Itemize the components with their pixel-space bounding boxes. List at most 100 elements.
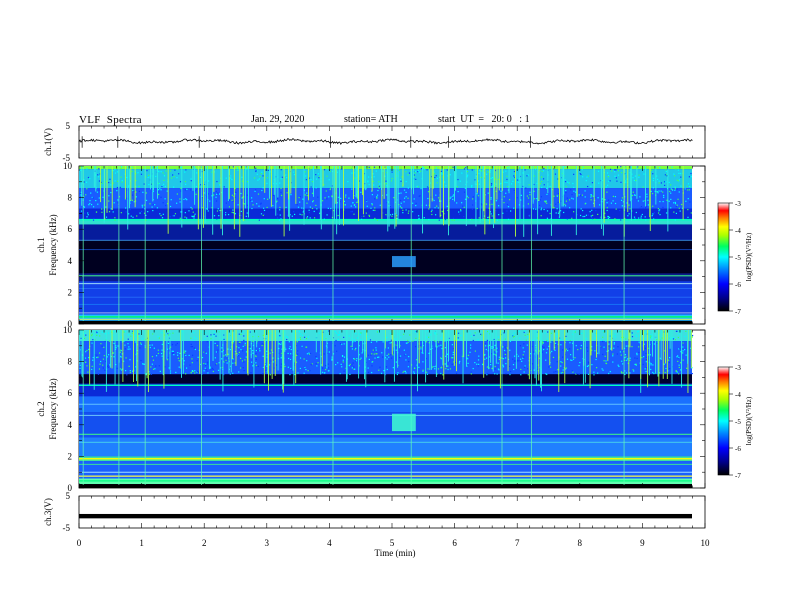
noise-speckle <box>97 356 99 358</box>
noise-speckle <box>445 355 447 357</box>
sferic-streak <box>395 166 397 215</box>
noise-speckle <box>676 188 678 190</box>
noise-speckle <box>80 194 82 196</box>
noise-speckle <box>308 177 310 179</box>
noise-speckle <box>242 350 244 352</box>
noise-speckle <box>221 347 223 349</box>
noise-speckle <box>477 195 480 197</box>
noise-speckle <box>99 363 101 365</box>
y-tick-label: 10 <box>63 325 73 335</box>
noise-speckle <box>449 368 452 370</box>
noise-speckle <box>513 175 515 177</box>
noise-speckle <box>574 331 576 333</box>
noise-speckle <box>409 340 411 342</box>
noise-speckle <box>650 190 652 192</box>
noise-speckle <box>196 371 198 373</box>
sferic-streak <box>550 166 552 236</box>
noise-speckle <box>90 192 92 194</box>
noise-speckle <box>479 169 481 171</box>
noise-speckle <box>590 194 592 196</box>
noise-speckle <box>571 359 573 361</box>
noise-speckle <box>506 175 508 177</box>
noise-speckle <box>614 196 617 198</box>
noise-speckle <box>360 339 362 341</box>
noise-speckle <box>224 212 227 214</box>
noise-speckle <box>590 330 593 332</box>
noise-speckle <box>155 365 157 367</box>
noise-speckle <box>677 198 679 200</box>
noise-speckle <box>553 207 555 209</box>
noise-speckle <box>649 337 652 339</box>
noise-speckle <box>151 344 153 346</box>
noise-speckle <box>385 366 388 368</box>
noise-speckle <box>310 186 312 188</box>
noise-speckle <box>498 205 500 207</box>
noise-speckle <box>373 349 375 351</box>
noise-speckle <box>682 359 684 361</box>
noise-speckle <box>348 364 350 367</box>
sferic-streak <box>479 166 481 224</box>
noise-speckle <box>336 202 338 204</box>
noise-speckle <box>597 372 599 374</box>
noise-speckle <box>687 198 689 200</box>
noise-speckle <box>572 358 575 360</box>
noise-speckle <box>228 199 231 202</box>
noise-speckle <box>428 352 430 354</box>
noise-speckle <box>430 334 432 336</box>
noise-speckle <box>560 344 562 346</box>
noise-speckle <box>478 172 480 175</box>
noise-speckle <box>114 168 116 171</box>
sferic-streak <box>169 330 171 370</box>
noise-speckle <box>536 197 538 200</box>
noise-speckle <box>228 206 231 208</box>
sferic-streak <box>345 330 347 382</box>
noise-speckle <box>125 211 127 213</box>
noise-speckle <box>234 213 236 215</box>
noise-speckle <box>543 208 545 211</box>
noise-speckle <box>211 207 213 209</box>
noise-speckle <box>457 178 459 181</box>
noise-speckle <box>246 194 248 196</box>
noise-speckle <box>339 372 341 375</box>
noise-speckle <box>360 357 362 359</box>
noise-speckle <box>526 175 528 177</box>
noise-speckle <box>257 365 259 367</box>
noise-speckle <box>181 358 183 360</box>
sferic-streak <box>313 166 315 197</box>
noise-speckle <box>96 334 98 336</box>
noise-speckle <box>322 371 324 373</box>
noise-speckle <box>250 197 253 199</box>
sferic-streak <box>146 330 148 379</box>
noise-speckle <box>451 357 453 359</box>
sferic-streak <box>197 166 199 230</box>
noise-speckle <box>166 348 169 350</box>
noise-speckle <box>465 166 467 169</box>
noise-speckle <box>305 337 308 340</box>
noise-speckle <box>513 207 515 209</box>
noise-speckle <box>617 346 619 348</box>
noise-speckle <box>523 331 525 333</box>
noise-speckle <box>546 338 548 340</box>
noise-speckle <box>171 350 173 352</box>
noise-speckle <box>467 197 469 199</box>
noise-speckle <box>373 353 375 355</box>
noise-speckle <box>413 198 415 200</box>
noise-speckle <box>650 363 652 365</box>
noise-speckle <box>571 197 573 199</box>
noise-speckle <box>125 207 127 209</box>
noise-speckle <box>145 338 147 341</box>
noise-speckle <box>670 207 672 209</box>
emission-blob <box>392 256 416 268</box>
noise-speckle <box>415 178 417 180</box>
noise-speckle <box>680 185 682 187</box>
noise-speckle <box>632 332 634 335</box>
noise-speckle <box>418 366 420 368</box>
noise-speckle <box>656 339 658 341</box>
noise-speckle <box>334 331 336 333</box>
noise-speckle <box>279 214 281 216</box>
noise-speckle <box>612 355 614 357</box>
noise-speckle <box>136 215 138 217</box>
noise-speckle <box>678 373 680 375</box>
noise-speckle <box>370 354 372 356</box>
noise-speckle <box>606 204 609 206</box>
